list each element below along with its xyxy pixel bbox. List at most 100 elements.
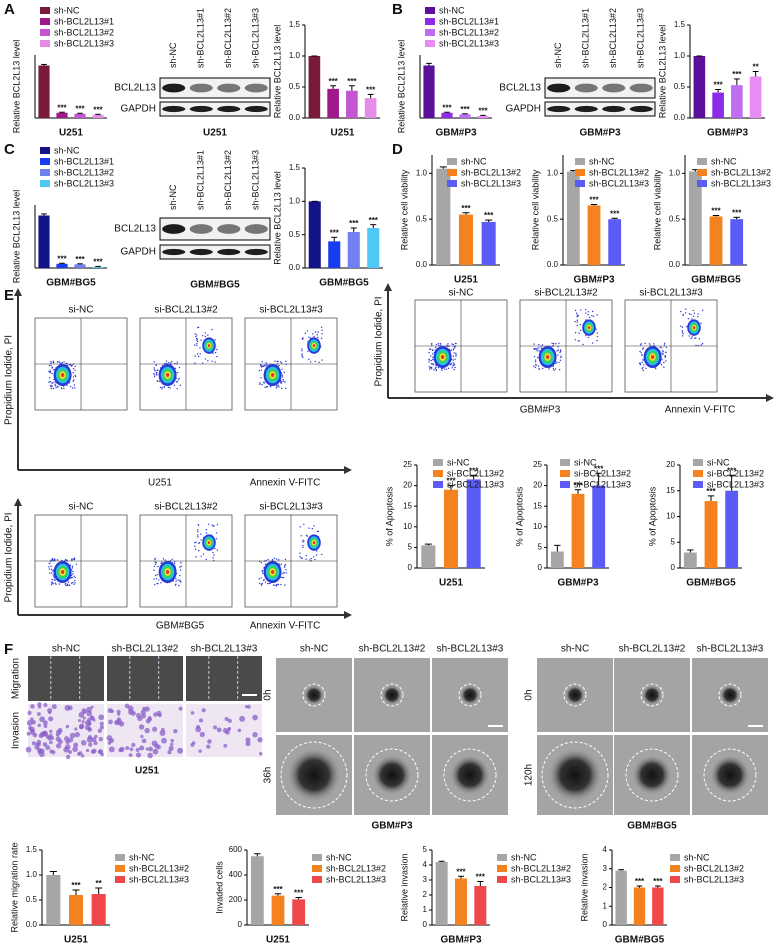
bar: [74, 264, 86, 268]
y-tick-label: 15: [403, 501, 412, 510]
bar: [566, 171, 580, 265]
bar: [725, 490, 739, 568]
event-dot: [168, 361, 170, 364]
event-dot: [701, 309, 704, 312]
event-dot: [73, 557, 76, 559]
y-axis-label: % of Apoptosis: [384, 486, 394, 546]
cell: [92, 718, 96, 722]
legend-swatch: [560, 459, 570, 466]
event-dot: [533, 355, 536, 358]
event-dot: [176, 387, 178, 390]
bar: [347, 232, 360, 268]
blot-band: [574, 105, 598, 113]
blot-band: [244, 83, 268, 93]
event-dot: [64, 582, 67, 585]
event-dot: [691, 318, 693, 320]
legend-swatch: [40, 180, 50, 187]
significance: ***: [446, 477, 456, 486]
event-dot: [697, 313, 699, 315]
event-dot: [211, 524, 214, 526]
event-dot: [554, 342, 557, 345]
bar: [367, 228, 380, 268]
event-dot: [639, 350, 641, 353]
x-axis-label: GBM#P3: [440, 935, 482, 946]
lane-label: sh-NC: [168, 184, 178, 210]
event-dot: [552, 342, 555, 345]
cell: [78, 751, 83, 756]
outline: [625, 748, 679, 802]
legend-label: si-BCL2L13#3: [447, 479, 504, 489]
event-dot: [197, 326, 199, 329]
event-dot: [215, 532, 218, 534]
group-label: GBM#P3: [371, 821, 413, 832]
column-label: sh-NC: [300, 644, 328, 655]
event-dot: [554, 368, 557, 370]
legend-swatch: [312, 876, 322, 883]
y-tick-label: 0.0: [289, 263, 301, 272]
blot-frame: [159, 101, 271, 117]
event-dot: [259, 363, 262, 366]
event-dot: [454, 346, 456, 349]
event-dot: [314, 331, 317, 333]
event-dot: [305, 558, 307, 560]
event-dot: [321, 329, 323, 331]
event-dot: [51, 366, 54, 369]
cell: [69, 732, 76, 739]
significance: ***: [711, 207, 721, 216]
lane-label: sh-BCL2L13#3: [251, 150, 261, 210]
event-dot: [662, 350, 664, 352]
y-axis-label: Propidium Iodide, PI: [4, 335, 15, 425]
event-dot: [276, 583, 278, 586]
event-dot: [197, 536, 199, 538]
event-dot: [156, 374, 158, 376]
blot-label: GBM#P3: [579, 128, 621, 139]
event-dot: [536, 349, 538, 352]
event-dot: [285, 572, 288, 574]
event-dot: [273, 557, 275, 560]
event-dot: [272, 584, 275, 586]
event-dot: [205, 558, 208, 561]
event-dot: [214, 547, 216, 550]
event-dot: [642, 366, 644, 369]
y-tick-label: 0.0: [674, 113, 686, 122]
event-dot: [318, 361, 320, 364]
y-tick-label: 20: [533, 481, 542, 490]
cell: [99, 725, 104, 730]
significance: ***: [478, 106, 488, 115]
cell: [50, 735, 55, 740]
cell: [177, 747, 184, 754]
blot-band: [547, 83, 571, 93]
significance: ***: [706, 487, 716, 496]
legend-label: sh-BCL2L13#2: [461, 167, 521, 177]
event-dot: [264, 581, 267, 583]
event-dot: [69, 364, 72, 366]
legend-swatch: [425, 7, 435, 14]
event-dot: [453, 368, 455, 371]
event-dot: [75, 563, 78, 566]
group-label: U251: [135, 766, 159, 777]
outline: [280, 741, 348, 809]
event-dot: [216, 549, 219, 551]
panel-label: C: [4, 141, 15, 158]
y-tick-label: 0.5: [669, 214, 681, 223]
event-dot: [74, 579, 76, 582]
event-dot: [283, 572, 285, 574]
legend-swatch: [575, 180, 585, 187]
panel-label: F: [4, 641, 13, 658]
legend-label: sh-NC: [129, 852, 155, 862]
cell: [43, 702, 48, 708]
micrograph: [107, 656, 183, 701]
legend-swatch: [40, 18, 50, 25]
event-dot: [281, 376, 284, 378]
event-dot: [179, 384, 182, 387]
cell: [26, 731, 31, 736]
event-dot: [194, 542, 196, 544]
event-dot: [200, 539, 202, 541]
event-dot: [161, 388, 163, 390]
event-dot: [556, 350, 558, 352]
event-dot: [451, 343, 453, 345]
significance: ***: [460, 105, 470, 114]
event-dot: [154, 557, 156, 560]
y-tick-label: 5: [538, 543, 543, 552]
event-dot: [680, 310, 682, 313]
